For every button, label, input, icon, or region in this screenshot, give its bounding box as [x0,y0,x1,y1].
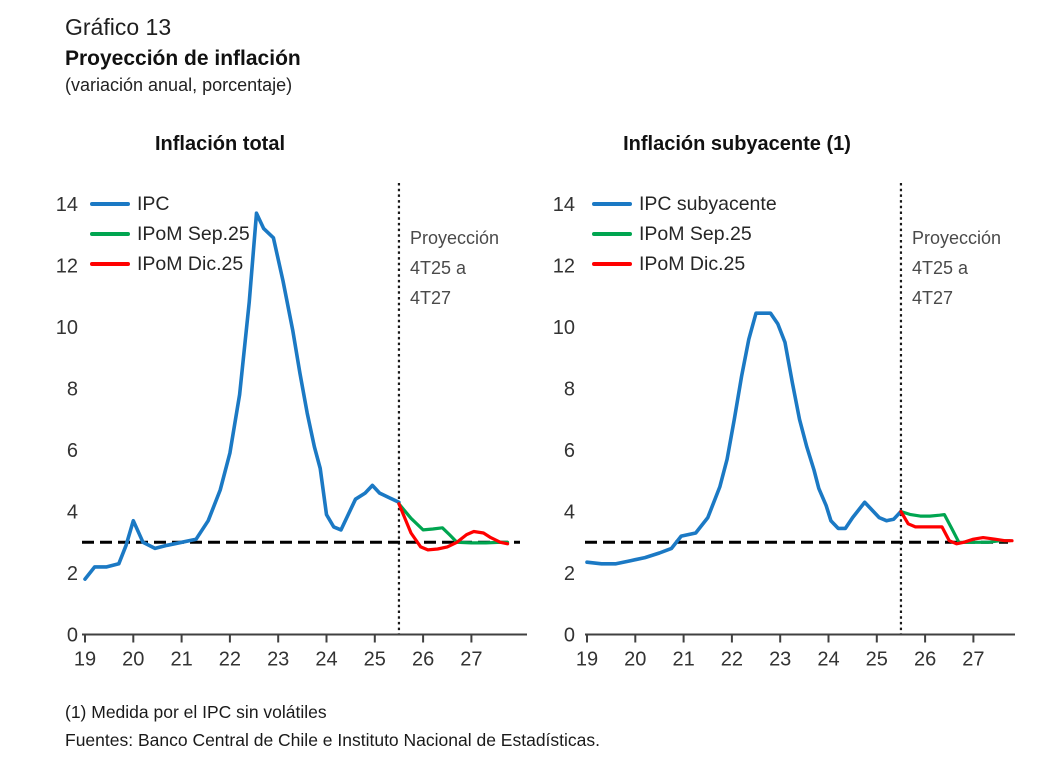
figure-subtitle: (variación anual, porcentaje) [65,75,293,95]
legend-item: IPC subyacente [592,189,777,219]
chart-panel-inflacion-subyacente: Inflación subyacente (1) 19 20 21 22 23 24 25 2… [530,120,1060,695]
x-tick-label: 20 [624,649,646,671]
x-tick-label: 19 [576,649,598,671]
annotation-line: 4T25 a [410,258,467,278]
legend-label-sep25: IPoM Sep.25 [137,222,250,245]
legend-item: IPC [90,189,250,219]
y-tick-label: 4 [67,502,78,524]
x-tick-label: 23 [769,649,791,671]
x-tick-label: 26 [914,649,936,671]
y-tick-label: 12 [56,256,78,278]
annotation-line: Proyección [912,228,1002,248]
legend-line-swatch-sep25 [90,232,130,236]
y-tick-label: 14 [56,194,78,216]
x-tick-label: 25 [364,649,386,671]
x-tick-label: 22 [219,649,241,671]
x-tick-label: 21 [170,649,192,671]
y-tick-label: 10 [56,317,78,339]
legend-line-swatch-sep25 [592,232,632,236]
y-tick-label: 2 [564,563,575,585]
y-tick-label: 12 [553,256,575,278]
y-tick-label: 6 [67,440,78,462]
series-line-ipom-sep-25 [397,502,510,545]
legend-item: IPoM Dic.25 [90,249,250,279]
y-tick-label: 2 [67,563,78,585]
series-line-ipom-dic-25 [397,502,510,552]
series-line-ipom-dic-25 [899,509,1014,546]
legend-item: IPoM Dic.25 [592,249,777,279]
legend-item: IPoM Sep.25 [90,219,250,249]
figure-title: Proyección de inflación [65,47,301,70]
x-tick-label: 25 [866,649,888,671]
x-tick-label: 22 [721,649,743,671]
y-tick-label: 8 [564,379,575,401]
chart-legend-left: IPC IPoM Sep.25 IPoM Dic.25 [90,189,250,279]
series-line-ipc-subyacente [585,311,903,566]
legend-line-swatch-ipc [90,202,130,206]
annotation-line: 4T25 a [912,258,969,278]
legend-label-dic25: IPoM Dic.25 [137,252,244,275]
annotation-line: 4T27 [410,288,452,308]
chart-title-left: Inflación total [155,133,285,155]
y-tick-label: 10 [553,317,575,339]
series-line-ipom-sep-25 [899,509,1012,544]
x-tick-label: 26 [412,649,434,671]
y-tick-label: 6 [564,440,575,462]
legend-label-ipc-subyacente: IPC subyacente [639,192,777,215]
legend-label-dic25: IPoM Dic.25 [639,252,746,275]
legend-item: IPoM Sep.25 [592,219,777,249]
projection-annotation-left: Proyección 4T25 a 4T27 [410,223,499,313]
legend-line-swatch-ipc-subyacente [592,202,632,206]
legend-line-swatch-dic25 [90,262,130,266]
y-tick-label: 14 [553,194,575,216]
x-tick-label: 19 [74,649,96,671]
footnote-1: (1) Medida por el IPC sin volátiles [65,702,327,722]
figure-label: Gráfico 13 [65,14,172,40]
annotation-line: Proyección [410,228,500,248]
x-tick-label: 24 [315,649,337,671]
footnote-sources: Fuentes: Banco Central de Chile e Instit… [65,730,601,750]
chart-panel-inflacion-total: Inflación total 19 20 21 22 23 24 25 26 27 0 2 4 6 8 1… [30,120,530,695]
x-tick-label: 24 [817,649,839,671]
legend-label-sep25: IPoM Sep.25 [639,222,752,245]
legend-label-ipc: IPC [137,192,170,215]
y-tick-label: 8 [67,379,78,401]
y-tick-label: 0 [67,625,78,647]
annotation-line: 4T27 [912,288,954,308]
x-tick-label: 27 [460,649,482,671]
chart-title-right: Inflación subyacente (1) [623,133,851,155]
x-tick-label: 27 [962,649,984,671]
y-tick-label: 4 [564,502,575,524]
y-tick-label: 0 [564,625,575,647]
x-tick-label: 21 [672,649,694,671]
series-line-ipc [83,211,401,581]
x-tick-label: 23 [267,649,289,671]
legend-line-swatch-dic25 [592,262,632,266]
projection-annotation-right: Proyección 4T25 a 4T27 [912,223,1001,313]
x-tick-label: 20 [122,649,144,671]
chart-legend-right: IPC subyacente IPoM Sep.25 IPoM Dic.25 [592,189,777,279]
